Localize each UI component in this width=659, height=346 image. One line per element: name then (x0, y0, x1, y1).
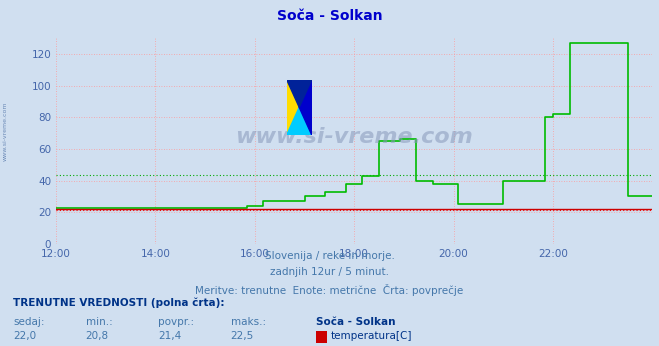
Text: 20,8: 20,8 (86, 331, 109, 342)
Text: temperatura[C]: temperatura[C] (331, 331, 413, 342)
Text: www.si-vreme.com: www.si-vreme.com (3, 102, 8, 161)
Text: Soča - Solkan: Soča - Solkan (316, 317, 396, 327)
Text: TRENUTNE VREDNOSTI (polna črta):: TRENUTNE VREDNOSTI (polna črta): (13, 298, 225, 308)
Text: min.:: min.: (86, 317, 113, 327)
Text: Soča - Solkan: Soča - Solkan (277, 9, 382, 22)
Text: povpr.:: povpr.: (158, 317, 194, 327)
Text: zadnjih 12ur / 5 minut.: zadnjih 12ur / 5 minut. (270, 267, 389, 277)
Polygon shape (287, 107, 312, 135)
Text: 21,4: 21,4 (158, 331, 181, 342)
Polygon shape (299, 80, 312, 135)
Text: Slovenija / reke in morje.: Slovenija / reke in morje. (264, 251, 395, 261)
Text: maks.:: maks.: (231, 317, 266, 327)
Text: 22,5: 22,5 (231, 331, 254, 342)
Text: www.si-vreme.com: www.si-vreme.com (235, 127, 473, 147)
Text: 22,0: 22,0 (13, 331, 36, 342)
Polygon shape (287, 80, 312, 107)
Polygon shape (287, 80, 299, 135)
Text: sedaj:: sedaj: (13, 317, 45, 327)
Text: Meritve: trenutne  Enote: metrične  Črta: povprečje: Meritve: trenutne Enote: metrične Črta: … (195, 284, 464, 296)
